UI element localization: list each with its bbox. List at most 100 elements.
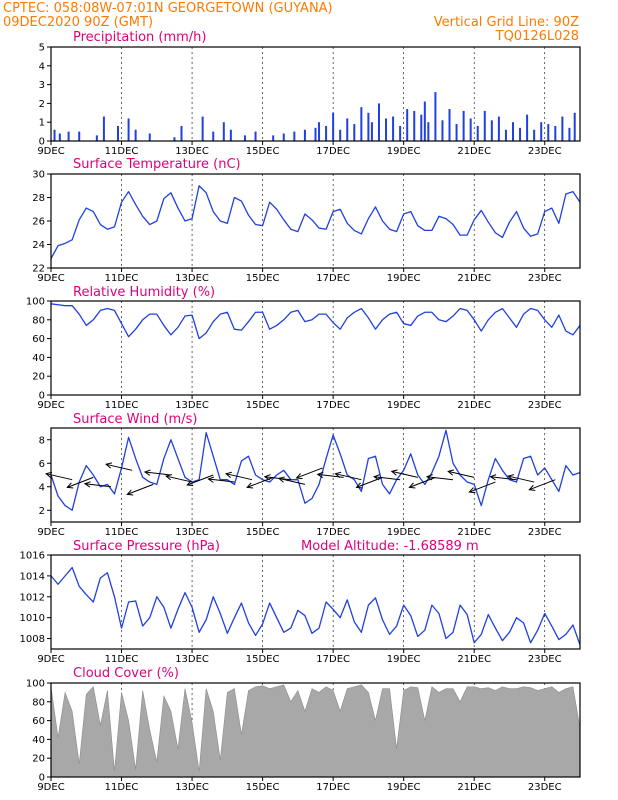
wind-arrow xyxy=(187,474,214,486)
x-tick-label: 15DEC xyxy=(246,527,280,538)
precip-bar xyxy=(127,118,130,141)
y-tick-label: 4 xyxy=(39,482,45,493)
rh-line xyxy=(50,303,581,340)
precip-bar xyxy=(434,92,437,141)
wind-arrow xyxy=(356,476,383,488)
x-tick-label: 9DEC xyxy=(37,527,64,538)
wind-arrow-head xyxy=(408,482,416,489)
wind-arrow-head xyxy=(425,474,433,481)
precip-bar xyxy=(134,129,137,141)
x-tick-label: 11DEC xyxy=(105,400,139,411)
precip-bar xyxy=(53,129,56,141)
x-tick-label: 13DEC xyxy=(175,527,209,538)
x-tick-label: 13DEC xyxy=(175,654,209,665)
x-tick-label: 15DEC xyxy=(246,146,280,157)
precip-bar xyxy=(282,133,285,141)
precip-bar xyxy=(413,110,416,141)
y-tick-label: 40 xyxy=(32,735,45,746)
wind-arrow-head xyxy=(207,476,215,483)
precip-bar xyxy=(117,125,120,141)
precip-bar xyxy=(332,112,335,141)
wind-arrow-head xyxy=(316,471,324,479)
temp-title: Surface Temperature (nC) xyxy=(73,157,241,172)
x-tick-label: 21DEC xyxy=(457,782,491,793)
wind-arrow xyxy=(225,473,253,481)
wind-arrow-head xyxy=(373,474,380,481)
x-tick-label: 9DEC xyxy=(37,654,64,665)
x-tick-label: 17DEC xyxy=(316,527,350,538)
y-tick-label: 30 xyxy=(32,170,45,181)
wind-arrow xyxy=(426,476,454,481)
precip-bar xyxy=(377,103,380,141)
precip-bar xyxy=(95,135,98,141)
precip-bar xyxy=(533,129,536,141)
precip-bar xyxy=(511,122,514,141)
wind-arrow-head xyxy=(45,471,53,478)
y-tick-label: 2 xyxy=(39,99,45,110)
precip-bar xyxy=(568,127,571,141)
wind-arrow-head xyxy=(277,476,285,483)
x-tick-label: 19DEC xyxy=(387,654,421,665)
x-tick-label: 21DEC xyxy=(457,527,491,538)
wind-arrow xyxy=(296,467,323,479)
y-tick-label: 28 xyxy=(32,193,45,204)
y-tick-label: 0 xyxy=(39,137,45,148)
precip-bar xyxy=(554,125,557,141)
header-model: TQ0126L028 xyxy=(495,29,579,44)
y-tick-label: 0 xyxy=(39,773,45,784)
precip-bar xyxy=(370,122,373,141)
precip-bar xyxy=(490,120,493,141)
wind-arrow xyxy=(508,475,535,483)
y-tick-label: 1010 xyxy=(20,613,45,624)
y-tick-label: 80 xyxy=(32,315,45,326)
wind-arrow-head xyxy=(447,469,455,476)
wind-arrow-head xyxy=(355,482,363,489)
precip-bar xyxy=(483,110,486,141)
wind-arrow-head xyxy=(105,462,113,469)
wind-title: Surface Wind (m/s) xyxy=(73,412,197,427)
wind-arrow-head xyxy=(528,484,536,491)
y-tick-label: 60 xyxy=(32,334,45,345)
precip-bar xyxy=(212,131,215,141)
x-tick-label: 21DEC xyxy=(457,146,491,157)
wind-arrow-head xyxy=(224,471,232,478)
wind-arrow xyxy=(374,476,401,481)
y-tick-label: 40 xyxy=(32,353,45,364)
header-location: CPTEC: 058:08W-07:01N GEORGETOWN (GUYANA… xyxy=(3,1,333,16)
wind-arrow-head xyxy=(246,482,254,489)
wind-arrow xyxy=(84,483,112,488)
wind-arrow xyxy=(448,470,475,478)
x-tick-label: 13DEC xyxy=(175,146,209,157)
x-tick-label: 17DEC xyxy=(316,654,350,665)
wind-arrow xyxy=(127,483,154,495)
y-tick-label: 80 xyxy=(32,697,45,708)
precip-bar xyxy=(399,125,402,141)
x-tick-label: 21DEC xyxy=(457,273,491,284)
precip-bar xyxy=(346,118,349,141)
x-tick-label: 23DEC xyxy=(528,782,562,793)
pres-line xyxy=(50,566,581,646)
precip-bar xyxy=(504,129,507,141)
y-tick-label: 5 xyxy=(39,43,45,54)
y-tick-label: 2 xyxy=(39,506,45,517)
wind-arrow-head xyxy=(164,474,173,481)
precip-title: Precipitation (mm/h) xyxy=(73,30,206,45)
x-tick-label: 11DEC xyxy=(105,527,139,538)
wind-line xyxy=(50,429,581,511)
x-tick-label: 19DEC xyxy=(387,400,421,411)
precip-bar xyxy=(339,129,342,141)
panel-frame xyxy=(50,682,581,778)
x-tick-label: 11DEC xyxy=(105,273,139,284)
wind-arrow xyxy=(529,479,556,491)
wind-arrow-head xyxy=(334,471,342,478)
precip-bar xyxy=(519,127,522,141)
precip-bar xyxy=(469,118,472,141)
precip-bar xyxy=(540,122,543,141)
precip-bar xyxy=(573,112,576,141)
y-tick-label: 1012 xyxy=(20,592,45,603)
y-tick-label: 3 xyxy=(39,80,45,91)
wind-arrow xyxy=(208,478,235,483)
precip-bar xyxy=(148,133,151,141)
wind-arrow-head xyxy=(390,469,398,476)
